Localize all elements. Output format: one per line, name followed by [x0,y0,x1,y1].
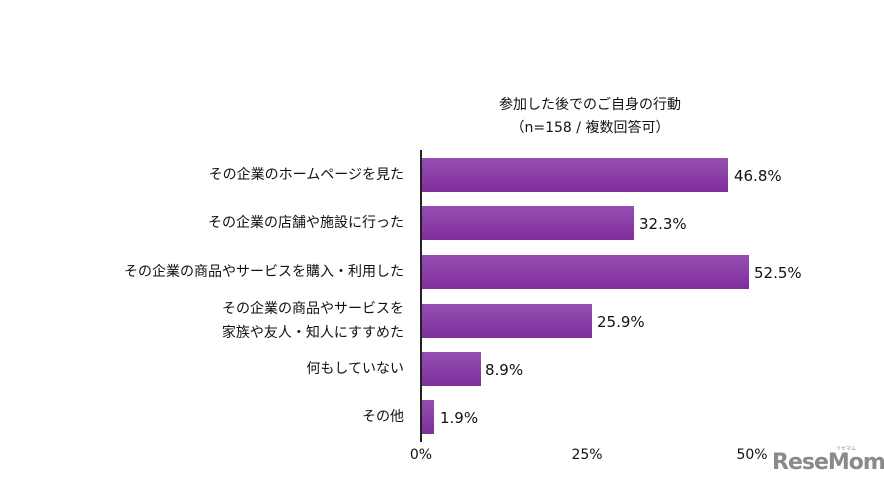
x-tick-label: 0% [409,447,433,463]
value-label: 8.9% [485,361,524,379]
x-tick-label: 50% [736,447,768,463]
category-label: 家族や友人・知人にすすめた [221,325,404,341]
chart-subtitle: （n=158 / 複数回答可） [510,120,670,136]
value-label: 46.8% [734,167,782,185]
chart-title: 参加した後でのご自身の行動 [499,97,681,113]
value-label: 1.9% [440,409,479,427]
category-label: その企業のホームページを見た [208,167,404,183]
bar [422,206,634,240]
value-label: 52.5% [754,264,802,282]
bar [422,255,749,289]
bar [422,352,481,386]
y-axis-line [420,150,422,442]
bar [422,158,728,192]
category-label: その企業の店舗や施設に行った [208,215,404,231]
bar [422,304,592,338]
resemom-logo-sub: リセマム [836,446,857,452]
category-label: その他 [362,409,404,425]
bar [422,400,434,434]
value-label: 32.3% [639,215,687,233]
category-label: その企業の商品やサービスを購入・利用した [124,264,404,280]
resemom-logo: ReseMom [772,450,884,475]
value-label: 25.9% [597,313,645,331]
category-label: 何もしていない [306,361,404,377]
category-label: その企業の商品やサービスを [222,301,404,317]
x-tick-label: 25% [571,447,603,463]
